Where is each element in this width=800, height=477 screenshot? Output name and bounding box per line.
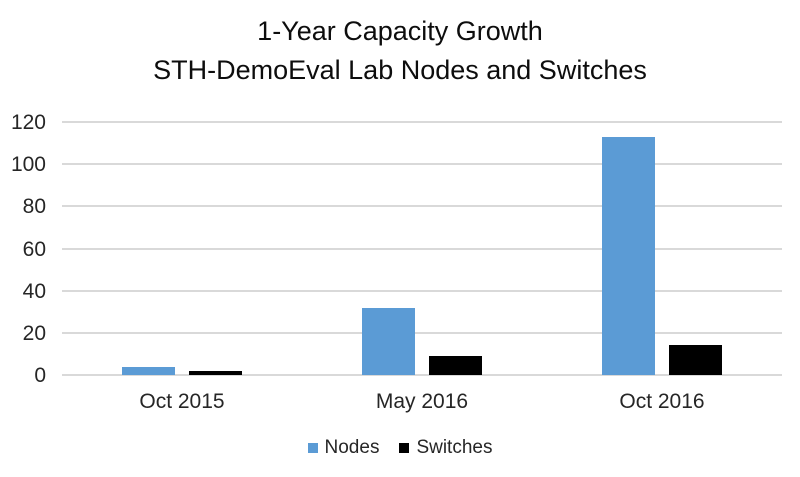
plot-area <box>62 121 782 376</box>
legend-label-nodes: Nodes <box>324 437 380 458</box>
bar-switches <box>669 345 722 375</box>
legend-item-nodes: Nodes <box>307 437 380 459</box>
y-axis-label: 80 <box>22 195 46 219</box>
x-axis-label: Oct 2015 <box>139 390 225 413</box>
y-axis-label: 120 <box>10 111 46 134</box>
gridline <box>62 121 782 123</box>
chart-title: 1-Year Capacity Growth STH-DemoEval Lab … <box>0 12 800 90</box>
gridline <box>62 163 782 166</box>
x-axis-label: Oct 2016 <box>619 390 705 413</box>
chart-title-line-2: STH-DemoEval Lab Nodes and Switches <box>153 55 647 85</box>
legend: Nodes Switches <box>0 437 800 459</box>
y-axis-label: 60 <box>22 237 46 261</box>
nodes-swatch-icon <box>307 443 318 453</box>
gridline <box>62 247 782 250</box>
bar-nodes <box>362 307 415 375</box>
chart-title-line-1: 1-Year Capacity Growth <box>257 16 543 46</box>
gridline <box>62 289 782 292</box>
gridline <box>62 205 782 208</box>
y-axis-label: 20 <box>22 321 46 345</box>
y-axis-label: 40 <box>22 279 46 303</box>
x-axis-label: May 2016 <box>375 390 469 413</box>
y-axis-label: 0 <box>34 364 46 387</box>
legend-item-switches: Switches <box>399 437 492 459</box>
bar-switches <box>429 356 482 375</box>
bar-switches <box>189 370 242 375</box>
bar-nodes <box>122 366 175 375</box>
y-axis-label: 100 <box>10 153 46 177</box>
switches-swatch-icon <box>399 443 410 453</box>
gridline <box>62 374 782 376</box>
gridline <box>62 331 782 334</box>
legend-label-switches: Switches <box>416 437 493 458</box>
bar-nodes <box>602 136 655 375</box>
